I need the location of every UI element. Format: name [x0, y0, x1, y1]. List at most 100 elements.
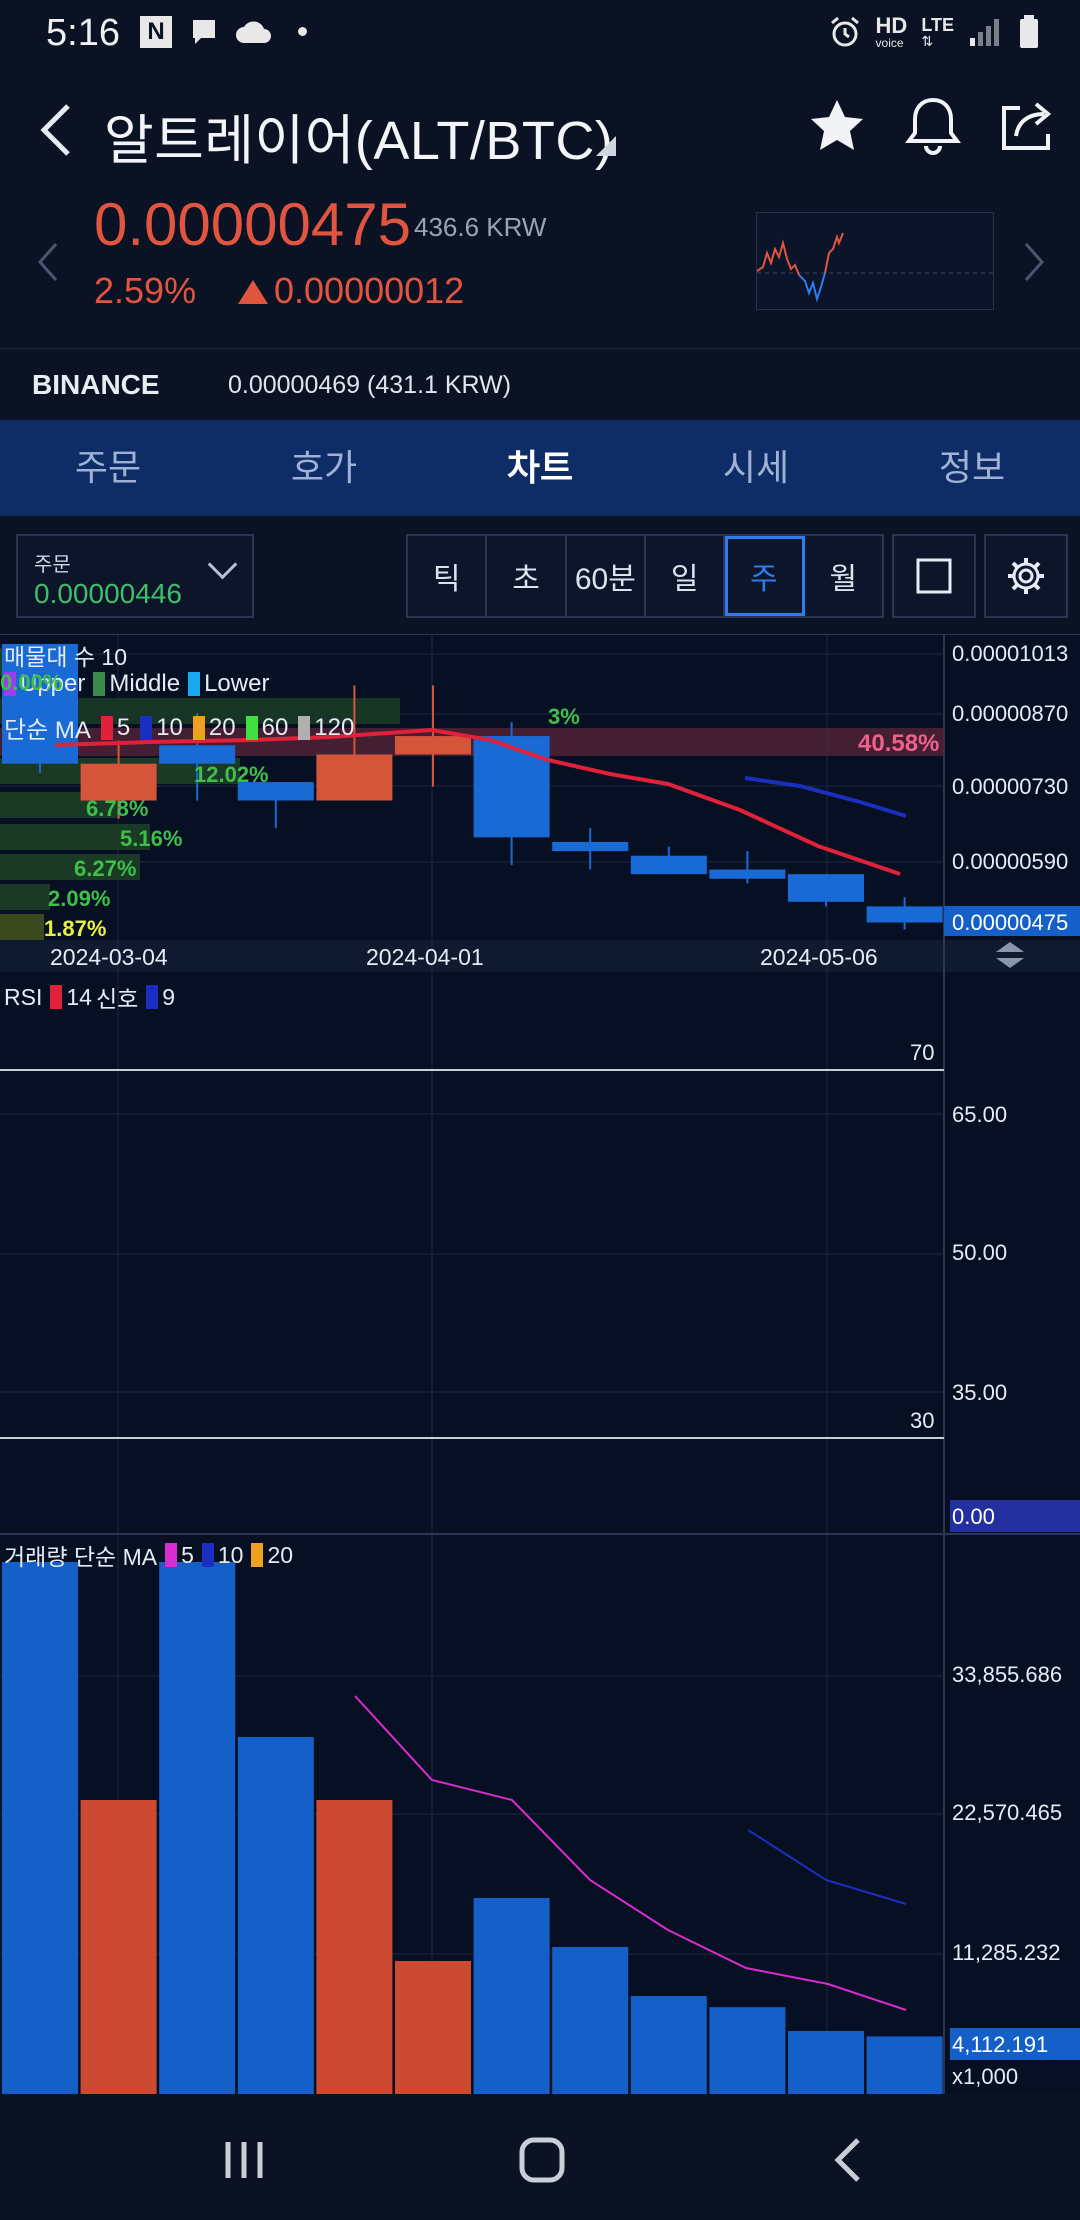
- date-label-2: 2024-04-01: [366, 944, 484, 970]
- period-day-button[interactable]: 일: [646, 536, 726, 616]
- recents-icon[interactable]: [222, 2138, 266, 2182]
- legend-swatch-ma120: [298, 715, 311, 740]
- chart-toolbar: 주문 0.00000446 틱 초 60분 일 주 월: [0, 516, 1080, 634]
- settings-button[interactable]: [984, 534, 1068, 618]
- volume-bar: [237, 1737, 314, 2094]
- profile-bar-6: [0, 854, 140, 880]
- mini-chart[interactable]: [756, 212, 994, 310]
- rsi-level-70: 70: [910, 1040, 935, 1065]
- legend-swatch-middle: [93, 672, 106, 696]
- bell-icon[interactable]: [902, 94, 964, 158]
- gear-icon: [1008, 558, 1044, 594]
- order-price-dropdown[interactable]: 주문 0.00000446: [16, 534, 254, 618]
- volume-bar: [630, 1996, 707, 2094]
- legend-swatch-ma20: [192, 715, 205, 740]
- exchange-price: 0.00000469 (431.1 KRW): [228, 371, 512, 399]
- volume-current-tag: 4,112.191: [952, 2032, 1049, 2057]
- tab-market[interactable]: 시세: [722, 447, 790, 488]
- signal-icon: [970, 19, 999, 46]
- bollinger-legend: Upper Middle Lower: [4, 670, 269, 698]
- volume-bar: [80, 1800, 157, 2094]
- star-icon[interactable]: [806, 96, 868, 158]
- dot-icon: [298, 27, 307, 36]
- candle-body: [788, 874, 864, 902]
- profile-pct-4: 5.16%: [120, 826, 183, 851]
- next-coin-icon[interactable]: [1020, 240, 1048, 284]
- chart-area[interactable]: 매물대 수 10 Upper Middle Lower 단순 MA 5 10 2…: [0, 634, 1080, 2094]
- volume-bar: [709, 2007, 786, 2094]
- back-icon[interactable]: [830, 2136, 866, 2184]
- period-month-button[interactable]: 월: [829, 563, 858, 596]
- app-header: 알트레이어(ALT/BTC): [0, 66, 1080, 186]
- volume-bar: [316, 1800, 393, 2094]
- back-arrow-icon[interactable]: [36, 100, 76, 160]
- price-axis-label-1: 0.00001013: [952, 641, 1069, 666]
- rsi-axis-label-1: 65.00: [952, 1102, 1008, 1127]
- volume-axis-label-3: 11,285.232: [952, 1940, 1061, 1965]
- profile-pct-5: 6.27%: [74, 856, 137, 881]
- cloud-icon: [234, 16, 274, 48]
- volume-bar: [552, 1947, 629, 2094]
- system-nav-bar: [0, 2094, 1080, 2220]
- tab-orderbook[interactable]: 호가: [290, 447, 358, 488]
- volume-axis-label-2: 22,570.465: [952, 1800, 1063, 1825]
- candle-body: [473, 736, 550, 838]
- ma10-line: [744, 776, 907, 818]
- profile-pct-7: 1.87%: [44, 916, 107, 941]
- period-tick-button[interactable]: 틱: [408, 536, 488, 616]
- mini-chart-up-line: [756, 239, 800, 276]
- exchange-row: BINANCE 0.00000469 (431.1 KRW): [0, 348, 1080, 421]
- period-60min-button[interactable]: 60분: [567, 536, 646, 616]
- candle-body: [709, 869, 786, 879]
- fullscreen-button[interactable]: [892, 534, 976, 618]
- date-label-3: 2024-05-06: [760, 944, 878, 970]
- scale-handle-icon[interactable]: [996, 942, 1024, 968]
- hd-voice-indicator: HD voice: [875, 13, 908, 50]
- profile-bar-8: [0, 914, 44, 940]
- legend-swatch-lower: [188, 672, 201, 696]
- ma5-line: [54, 727, 901, 876]
- legend-swatch-signal: [146, 985, 159, 1009]
- volume-bar: [159, 1562, 236, 2094]
- profile-pct-max: 40.58%: [858, 730, 940, 757]
- volume-unit: x1,000: [952, 2064, 1019, 2089]
- profile-pct-6: 2.09%: [48, 886, 111, 911]
- tab-order[interactable]: 주문: [74, 447, 142, 488]
- volume-legend: 거래량 단순 MA 5 10 20: [4, 1541, 294, 1571]
- legend-swatch-vol-ma10: [201, 1543, 214, 1567]
- status-time: 5:16: [46, 12, 120, 54]
- page-title: 알트레이어(ALT/BTC): [104, 111, 614, 171]
- up-triangle-icon: [238, 280, 268, 304]
- profile-pct-2: 12.02%: [194, 762, 269, 787]
- profile-bar-7: [0, 884, 50, 910]
- volume-ma10-line: [747, 1829, 907, 1905]
- share-icon[interactable]: [998, 96, 1058, 156]
- volume-bars: [2, 1562, 943, 2094]
- volume-bar: [788, 2031, 864, 2094]
- home-icon[interactable]: [518, 2136, 566, 2184]
- tab-info[interactable]: 정보: [938, 447, 1006, 488]
- title-dropdown-caret-icon[interactable]: [596, 136, 616, 156]
- volume-current-tag-bg: [950, 2028, 1080, 2060]
- change-percent: 2.59%: [94, 270, 197, 311]
- profile-bar-5: [0, 824, 150, 850]
- prev-coin-icon[interactable]: [34, 240, 62, 284]
- current-price-tag-bg: [944, 906, 1080, 936]
- main-tabs: 주문 호가 차트 시세 정보: [0, 420, 1080, 516]
- battery-icon: [1020, 15, 1038, 48]
- candle-body: [552, 841, 629, 852]
- volume-bar: [473, 1898, 550, 2094]
- volume-ma5-line: [354, 1695, 907, 2011]
- legend-swatch-vol-ma5: [165, 1543, 178, 1567]
- volume-bar: [866, 2036, 943, 2094]
- volume-bar: [2, 1562, 78, 2094]
- date-axis-band: [0, 940, 1080, 972]
- rsi-level-30: 30: [910, 1408, 935, 1433]
- tab-chart[interactable]: 차트: [506, 447, 574, 488]
- volume-profile-label: 매물대 수 10: [4, 644, 128, 670]
- legend-swatch-ma10: [140, 715, 153, 740]
- period-week-button[interactable]: 주: [725, 536, 805, 616]
- order-label: 주문: [34, 554, 71, 576]
- candlesticks: [2, 644, 943, 930]
- period-second-button[interactable]: 초: [487, 536, 567, 616]
